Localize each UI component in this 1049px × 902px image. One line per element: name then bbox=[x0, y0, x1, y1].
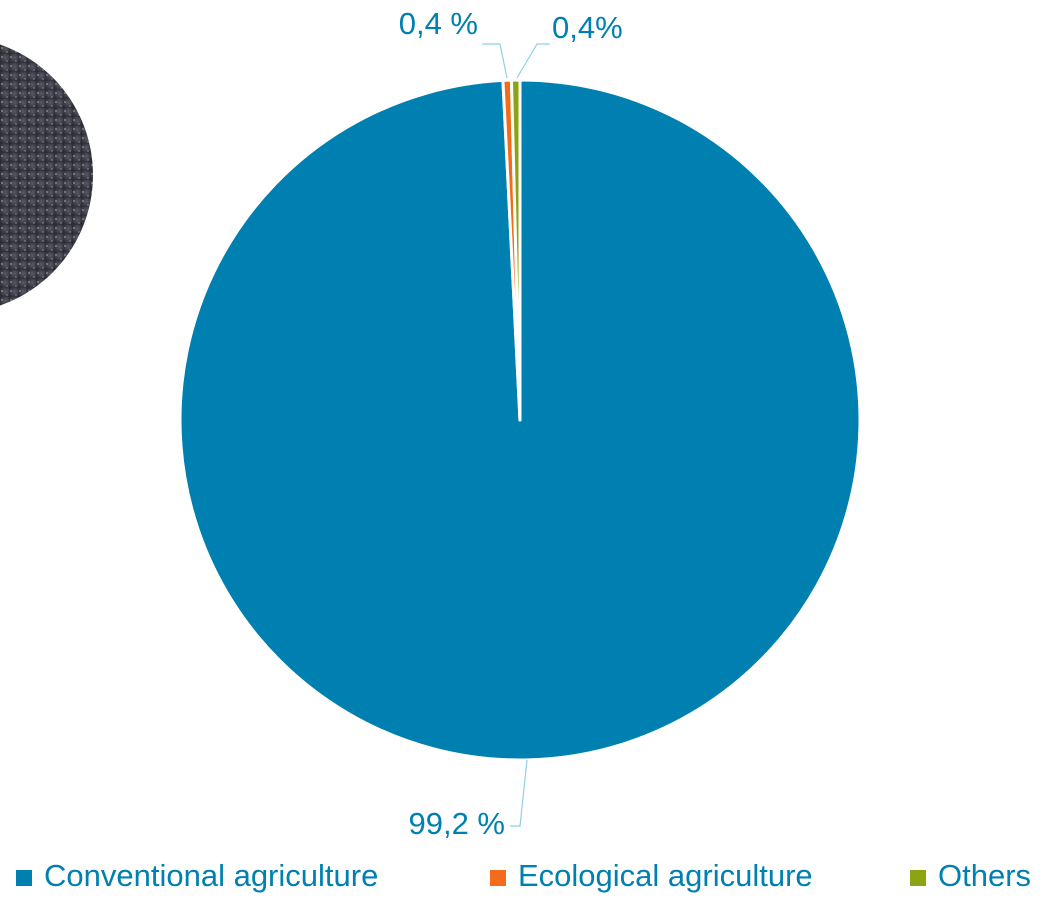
legend-label: Ecological agriculture bbox=[518, 858, 813, 893]
labels: 99,2 % 0,4 % 0,4% bbox=[399, 6, 623, 841]
pie bbox=[178, 78, 862, 762]
data-label: 0,4% bbox=[552, 10, 623, 45]
legend: Conventional agriculture Ecological agric… bbox=[16, 858, 1031, 893]
data-label: 99,2 % bbox=[408, 806, 505, 841]
legend-label: Others bbox=[938, 858, 1031, 893]
leader-line bbox=[510, 759, 528, 827]
data-label: 0,4 % bbox=[399, 6, 478, 41]
leader-line bbox=[482, 43, 508, 79]
legend-swatch bbox=[16, 870, 32, 886]
decor-photo bbox=[0, 44, 93, 306]
pie-slice bbox=[509, 78, 522, 422]
legend-label: Conventional agriculture bbox=[44, 858, 378, 893]
leader-line bbox=[516, 43, 550, 79]
legend-swatch bbox=[490, 870, 506, 886]
legend-swatch bbox=[910, 870, 926, 886]
